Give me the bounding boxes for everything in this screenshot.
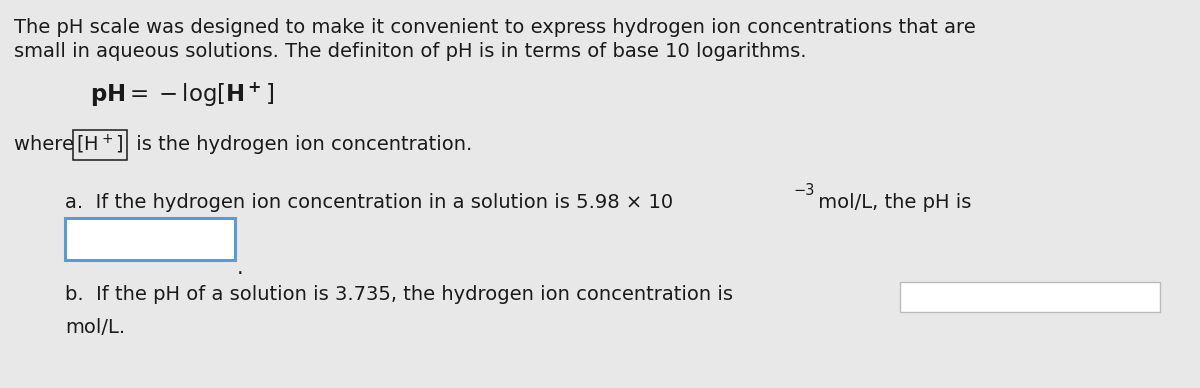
Text: The pH scale was designed to make it convenient to express hydrogen ion concentr: The pH scale was designed to make it con… <box>14 18 976 37</box>
Text: small in aqueous solutions. The definiton of pH is in terms of base 10 logarithm: small in aqueous solutions. The definito… <box>14 42 806 61</box>
Text: a.  If the hydrogen ion concentration in a solution is 5.98 × 10: a. If the hydrogen ion concentration in … <box>65 193 673 212</box>
Text: $[\mathrm{H}^+]$: $[\mathrm{H}^+]$ <box>76 133 124 156</box>
Text: mol/L, the pH is: mol/L, the pH is <box>812 193 971 212</box>
FancyBboxPatch shape <box>900 282 1160 312</box>
Text: mol/L.: mol/L. <box>65 318 125 337</box>
Text: where: where <box>14 135 80 154</box>
Text: −3: −3 <box>793 183 815 198</box>
Text: $\mathbf{pH} = -\log[\mathbf{H^+}]$: $\mathbf{pH} = -\log[\mathbf{H^+}]$ <box>90 80 274 109</box>
Text: is the hydrogen ion concentration.: is the hydrogen ion concentration. <box>130 135 473 154</box>
Text: .: . <box>238 258 244 278</box>
FancyBboxPatch shape <box>65 218 235 260</box>
Text: b.  If the pH of a solution is 3.735, the hydrogen ion concentration is: b. If the pH of a solution is 3.735, the… <box>65 285 733 304</box>
